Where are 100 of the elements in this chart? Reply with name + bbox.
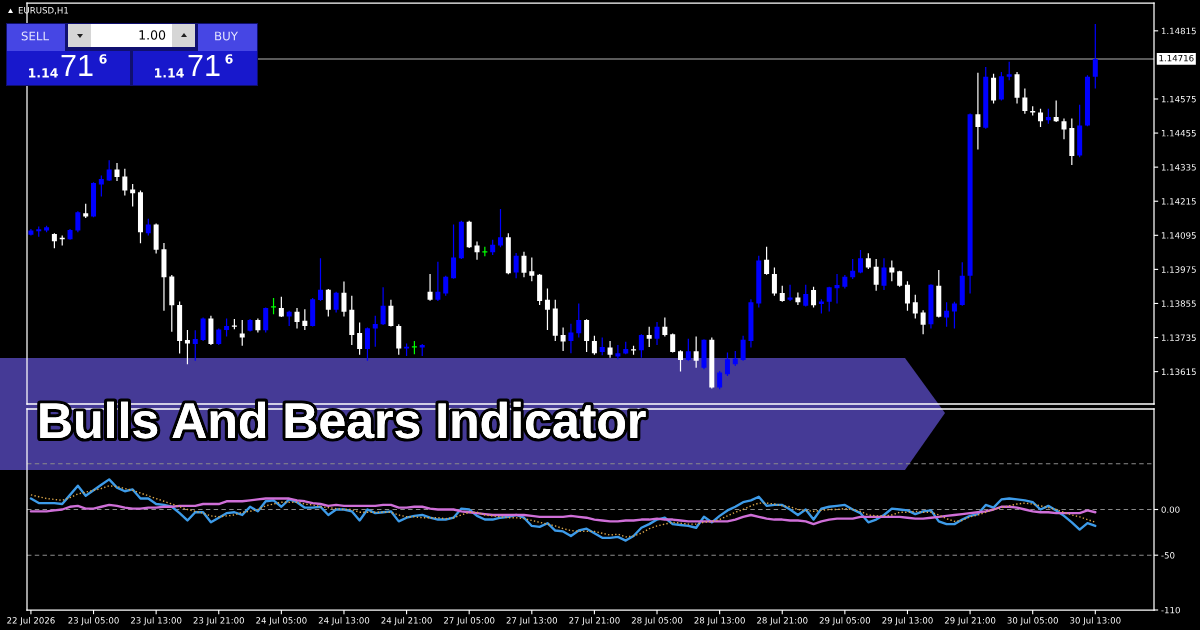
x-tick-label: 30 Jul 05:00	[1007, 616, 1058, 626]
candlestick	[638, 334, 644, 358]
candlestick	[662, 317, 668, 337]
candlestick	[607, 340, 613, 358]
y-tick-label: -110	[1161, 606, 1180, 614]
text: Bulls And Bears Indicator	[40, 401, 646, 439]
candlestick	[114, 162, 120, 182]
candlestick	[1084, 75, 1090, 127]
annotation: 1.14	[28, 68, 58, 78]
candlestick	[897, 270, 903, 287]
x-tick-label: 23 Jul 13:00	[130, 616, 182, 626]
candlestick	[357, 322, 363, 355]
candlestick	[873, 258, 879, 291]
annotation: 71	[188, 54, 220, 76]
candlestick	[889, 260, 895, 282]
candlestick	[263, 307, 269, 333]
candlestick	[764, 246, 770, 275]
candlestick	[591, 335, 597, 355]
candlestick	[75, 211, 81, 233]
candlestick	[451, 224, 457, 279]
candlestick	[920, 310, 926, 335]
candlestick	[670, 333, 676, 353]
candlestick	[1006, 61, 1012, 81]
candlestick	[818, 299, 824, 314]
candlestick	[36, 226, 42, 237]
candlestick	[991, 73, 997, 104]
candlestick	[51, 233, 57, 249]
candlestick	[576, 303, 582, 338]
candlestick	[975, 72, 981, 150]
candlestick	[184, 329, 190, 365]
candlestick	[803, 284, 809, 307]
candlestick	[552, 299, 558, 341]
y-tick-label: 1.13735	[1161, 334, 1196, 341]
candlestick	[458, 220, 464, 259]
candlestick	[1030, 106, 1036, 116]
candlestick	[106, 160, 112, 182]
candlestick	[724, 352, 730, 376]
annotation: BUY	[215, 31, 238, 41]
candlestick	[678, 350, 684, 372]
candlestick	[177, 301, 183, 354]
candlestick	[286, 310, 292, 326]
candlestick	[247, 319, 253, 332]
candlestick	[91, 182, 97, 218]
line-series	[29, 497, 1097, 526]
candlestick	[646, 326, 652, 347]
candlestick	[865, 253, 871, 270]
candlestick	[521, 251, 527, 278]
candlestick	[1061, 118, 1067, 140]
candlestick	[192, 330, 198, 361]
candlestick	[951, 301, 957, 329]
candlestick	[529, 257, 535, 282]
annotation: 1.00	[139, 30, 166, 40]
x-tick-label: 28 Jul 05:00	[631, 616, 683, 626]
candlestick	[341, 281, 347, 317]
candlestick	[834, 273, 840, 304]
candlestick	[881, 258, 887, 291]
x-tick-label: 27 Jul 21:00	[569, 616, 620, 626]
candlestick	[466, 220, 472, 249]
candlestick	[654, 321, 660, 345]
candlestick	[294, 308, 300, 329]
candlestick	[709, 337, 715, 389]
y-tick-label: 1.14215	[1161, 198, 1196, 205]
candlestick	[364, 327, 370, 361]
annotation: 6	[225, 54, 233, 64]
candlestick	[443, 275, 449, 296]
candlestick	[278, 296, 284, 318]
candlestick	[584, 319, 590, 353]
y-tick-label: 1.14335	[1161, 164, 1196, 171]
y-tick-label: 1.13975	[1161, 266, 1196, 273]
candlestick	[826, 286, 832, 312]
x-tick-label: 29 Jul 21:00	[944, 616, 996, 626]
candlestick	[701, 339, 707, 370]
candlestick	[544, 288, 550, 330]
candlestick	[83, 203, 89, 218]
y-tick-label: 1.14815	[1161, 27, 1196, 35]
annotation: 71	[61, 54, 93, 76]
candlestick	[560, 327, 566, 351]
candlestick	[302, 309, 308, 330]
candlestick	[904, 281, 910, 311]
candlestick	[912, 294, 918, 319]
x-tick-label: 23 Jul 05:00	[68, 616, 119, 626]
candlestick	[959, 262, 965, 306]
candlestick	[740, 335, 746, 361]
candlestick	[255, 318, 261, 333]
candlestick	[490, 239, 496, 255]
x-tick-label: 24 Jul 21:00	[381, 616, 432, 626]
candlestick	[850, 258, 856, 280]
candlestick	[928, 284, 934, 329]
candlestick	[161, 242, 167, 311]
line-series	[29, 478, 1097, 542]
candlestick	[811, 286, 817, 308]
x-tick-label: 28 Jul 21:00	[757, 616, 808, 626]
x-tick-label: 23 Jul 21:00	[193, 616, 244, 626]
candlestick	[427, 273, 433, 301]
y-tick-label: 0.00	[1161, 506, 1180, 513]
candlestick	[685, 338, 691, 361]
candlestick	[208, 315, 214, 345]
x-tick-label: 27 Jul 05:00	[444, 616, 495, 626]
candlestick	[717, 371, 723, 390]
candlestick	[756, 255, 762, 308]
